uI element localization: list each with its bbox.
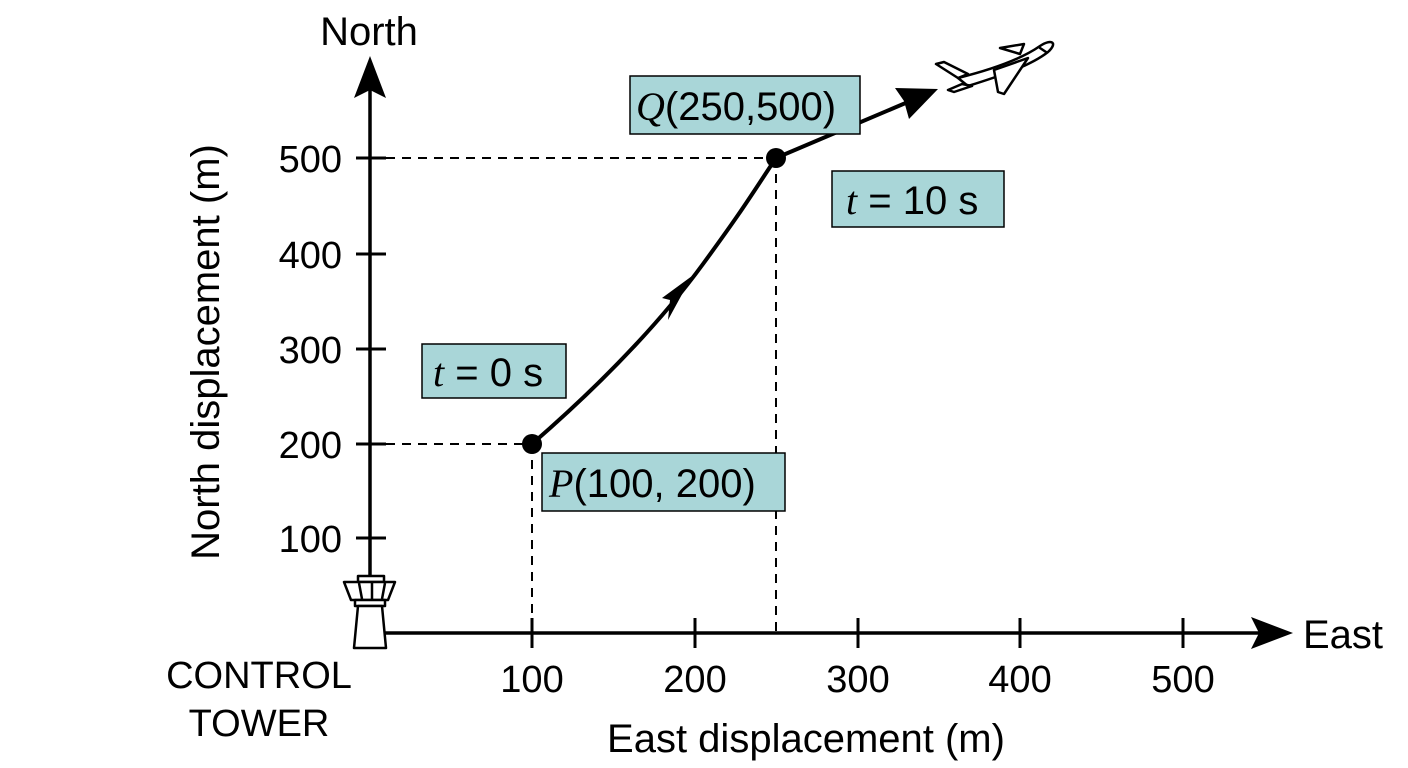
y-tick-label-300: 300 — [279, 330, 342, 372]
svg-text:P(100, 200): P(100, 200) — [548, 461, 756, 506]
north-axis-arrow — [354, 56, 386, 98]
label-p: P(100, 200) — [541, 452, 786, 512]
point-p — [522, 434, 542, 454]
label-p-letter: P — [548, 461, 573, 506]
y-tick-label-200: 200 — [279, 425, 342, 467]
control-tower-icon — [342, 574, 397, 650]
y-axis-title: North displacement (m) — [184, 144, 228, 560]
label-t10-var: t — [846, 178, 858, 223]
svg-text:t = 10 s: t = 10 s — [846, 178, 978, 223]
guide-lines — [370, 157, 777, 633]
y-tick-label-500: 500 — [279, 139, 342, 181]
label-t10: t = 10 s — [831, 170, 1005, 228]
label-q-letter: Q — [636, 84, 665, 129]
trajectory-curve — [530, 156, 778, 446]
trajectory-mid-arrow — [662, 276, 692, 320]
x-tick-label-400: 400 — [988, 659, 1051, 701]
tower-label-line2: TOWER — [189, 703, 330, 745]
y-tick-label-100: 100 — [279, 519, 342, 561]
trajectory-exit-arrow — [895, 88, 938, 119]
svg-text:t = 0 s: t = 0 s — [433, 350, 543, 395]
label-t0-var: t — [433, 350, 445, 395]
north-label: North — [320, 10, 418, 54]
svg-text:Q(250,500): Q(250,500) — [636, 84, 836, 129]
label-t10-rest: = 10 s — [857, 179, 978, 223]
east-axis-arrow — [1251, 617, 1293, 649]
x-tick-label-300: 300 — [826, 659, 889, 701]
y-ticks — [356, 156, 386, 540]
point-q — [766, 148, 786, 168]
east-label: East — [1303, 613, 1383, 657]
x-axis-title: East displacement (m) — [607, 717, 1005, 761]
label-q-coords: (250,500) — [665, 85, 836, 129]
label-p-coords: (100, 200) — [573, 462, 755, 506]
label-q: Q(250,500) — [629, 75, 861, 135]
x-tick-label-100: 100 — [500, 659, 563, 701]
airplane-icon — [934, 40, 1055, 96]
x-tick-label-200: 200 — [663, 659, 726, 701]
label-t0-rest: = 0 s — [444, 351, 543, 395]
tower-label-line1: CONTROL — [166, 655, 352, 697]
y-tick-label-400: 400 — [279, 235, 342, 277]
label-t0: t = 0 s — [421, 343, 567, 399]
x-tick-label-500: 500 — [1151, 659, 1214, 701]
x-ticks — [530, 618, 1185, 648]
